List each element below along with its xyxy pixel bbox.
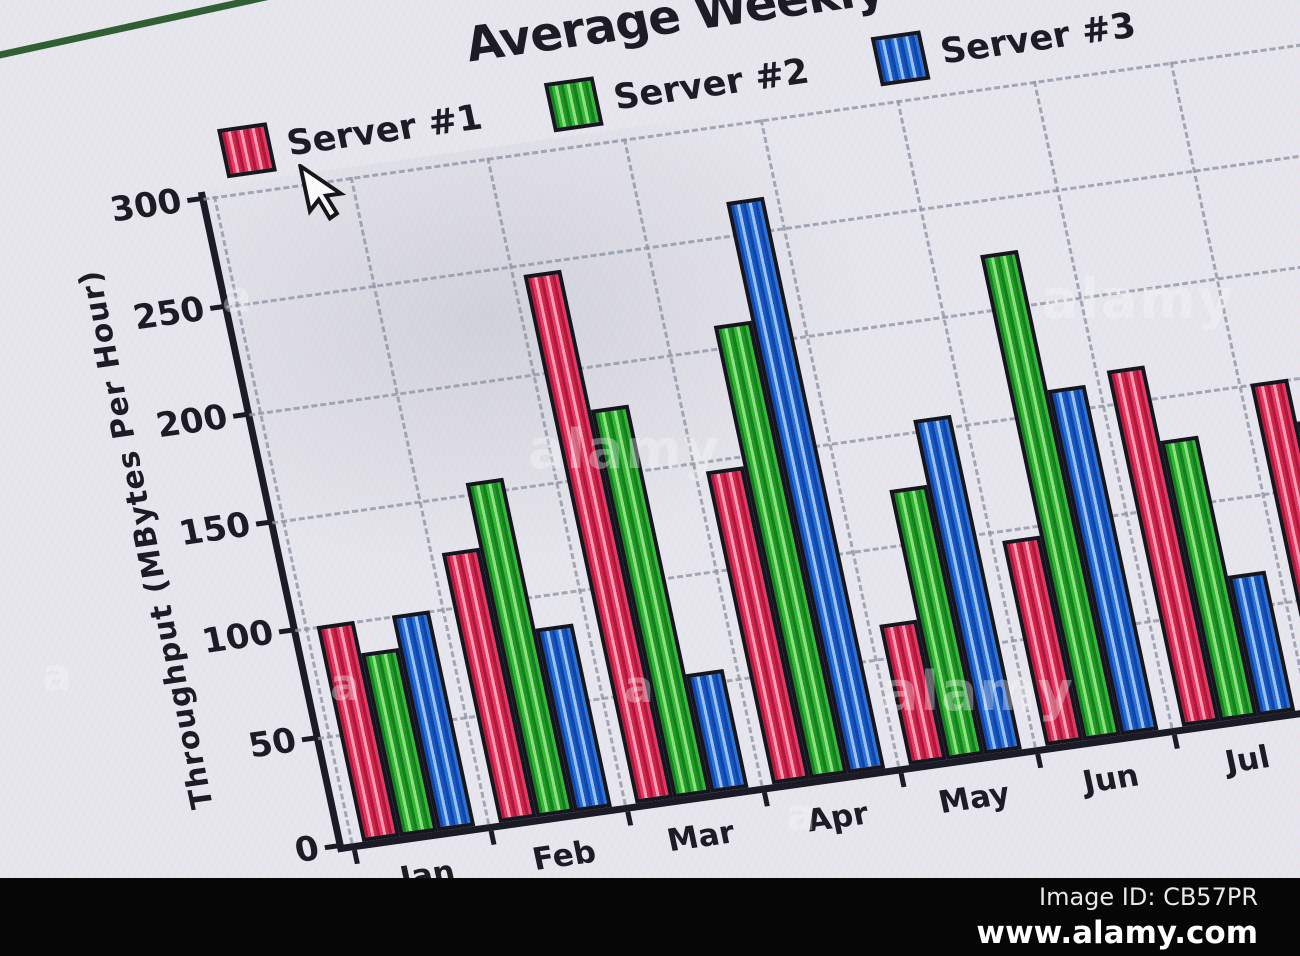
x-label-may: May xyxy=(935,775,1014,821)
image-id-text: Image ID: CB57PR xyxy=(1039,883,1258,911)
y-tick-label-150: 150 xyxy=(175,504,255,554)
alamy-watermark-letter: a xyxy=(42,650,74,701)
window-edge-line xyxy=(0,0,382,65)
mouse-cursor-icon xyxy=(297,161,347,222)
x-label-jul: Jul xyxy=(1221,739,1274,781)
x-tick xyxy=(488,830,497,845)
screen-photo: Average Weekly Server #1 Server #2 Server … xyxy=(0,0,1300,878)
x-tick xyxy=(1035,753,1044,769)
x-label-jun: Jun xyxy=(1079,757,1143,801)
y-tick-label-250: 250 xyxy=(129,289,209,339)
x-tick xyxy=(898,772,907,788)
chart-canvas: Average Weekly Server #1 Server #2 Server … xyxy=(72,0,1300,878)
x-tick xyxy=(1171,734,1180,749)
y-tick-label-100: 100 xyxy=(198,612,278,662)
x-tick xyxy=(351,849,360,865)
y-tick-label-200: 200 xyxy=(152,396,232,447)
plot-area: Throughput (MBytes Per Hour) 0 50 100 150 20… xyxy=(72,19,1300,878)
alamy-url-text: www.alamy.com xyxy=(976,915,1258,951)
x-tick xyxy=(761,792,770,807)
y-tick-label-50: 50 xyxy=(244,720,301,767)
x-label-apr: Apr xyxy=(803,795,872,840)
y-tick-label-300: 300 xyxy=(106,181,186,231)
x-tick xyxy=(625,811,634,826)
stock-photo-footer: Image ID: CB57PR www.alamy.com xyxy=(0,878,1300,956)
x-label-feb: Feb xyxy=(529,833,600,878)
x-label-mar: Mar xyxy=(663,814,738,860)
x-label-jan: Jan xyxy=(396,853,459,878)
y-tick-label-0: 0 xyxy=(291,828,324,871)
